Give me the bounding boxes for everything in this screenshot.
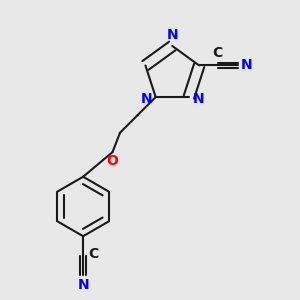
Text: N: N bbox=[241, 58, 252, 73]
Text: N: N bbox=[77, 278, 89, 292]
Text: N: N bbox=[193, 92, 204, 106]
Text: N: N bbox=[167, 28, 178, 41]
Text: N: N bbox=[140, 92, 152, 106]
Text: C: C bbox=[213, 46, 223, 60]
Text: O: O bbox=[106, 154, 118, 169]
Text: C: C bbox=[88, 247, 99, 261]
